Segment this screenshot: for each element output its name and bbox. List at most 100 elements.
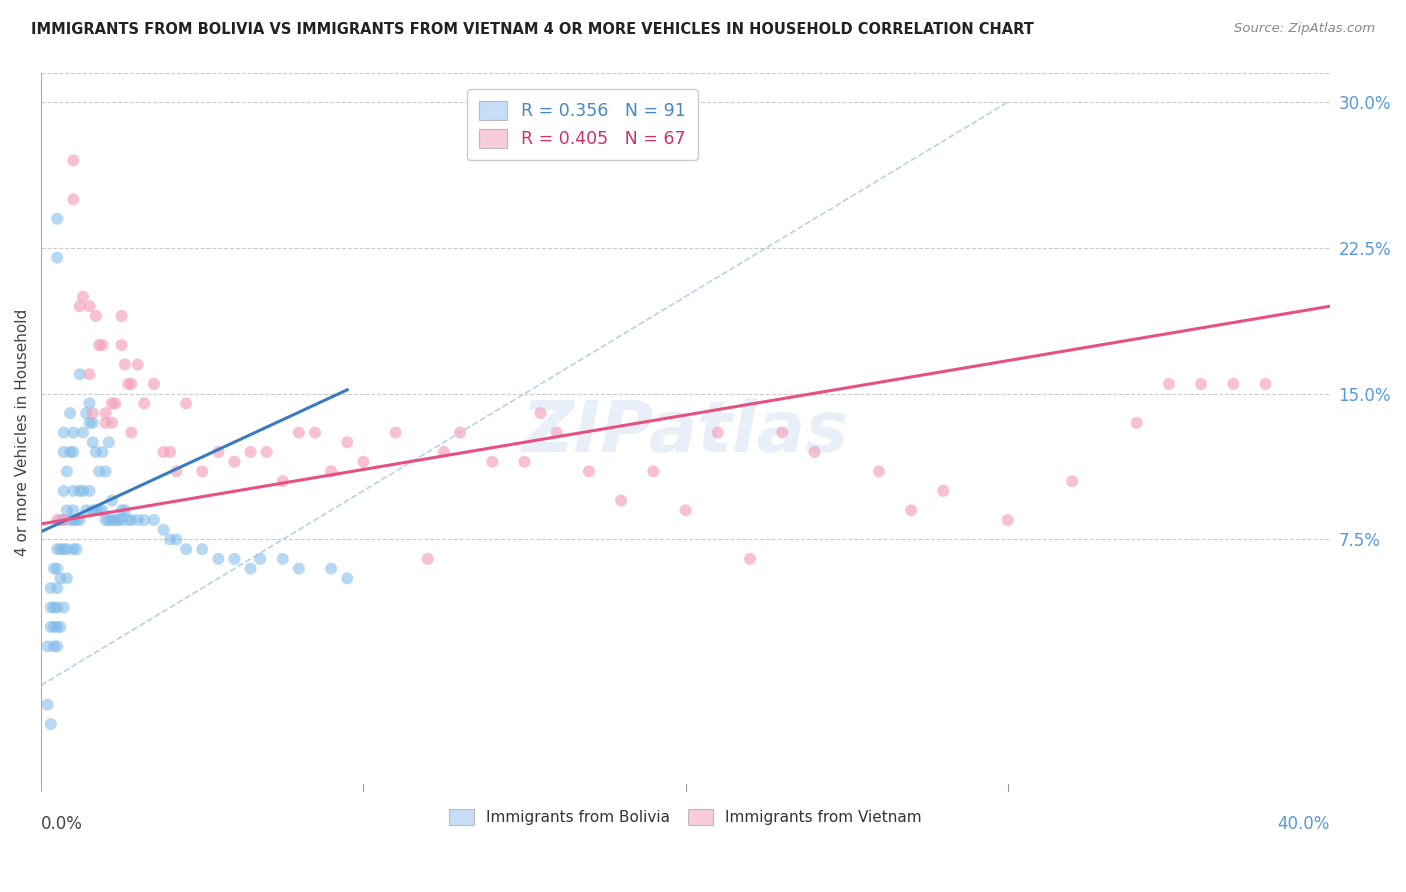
Point	[165, 465, 187, 479]
Point	[91, 338, 114, 352]
Point	[207, 445, 229, 459]
Point	[127, 358, 149, 372]
Point	[65, 513, 87, 527]
Point	[94, 406, 117, 420]
Point	[56, 503, 79, 517]
Point	[79, 416, 101, 430]
Point	[224, 552, 246, 566]
Point	[56, 465, 79, 479]
Point	[578, 465, 600, 479]
Point	[1222, 376, 1244, 391]
Point	[72, 483, 94, 498]
Point	[42, 561, 65, 575]
Point	[1062, 474, 1084, 488]
Point	[271, 474, 294, 488]
Point	[707, 425, 730, 440]
Point	[79, 368, 101, 382]
Point	[120, 376, 142, 391]
Point	[49, 571, 72, 585]
Point	[79, 396, 101, 410]
Point	[82, 503, 104, 517]
Point	[900, 503, 922, 517]
Point	[304, 425, 326, 440]
Point	[91, 445, 114, 459]
Point	[101, 396, 124, 410]
Point	[46, 620, 69, 634]
Point	[62, 192, 84, 206]
Point	[111, 309, 134, 323]
Point	[82, 406, 104, 420]
Point	[52, 513, 75, 527]
Point	[271, 552, 294, 566]
Point	[62, 483, 84, 498]
Point	[101, 493, 124, 508]
Point	[643, 465, 665, 479]
Point	[256, 445, 278, 459]
Point	[117, 376, 139, 391]
Point	[84, 445, 107, 459]
Point	[94, 416, 117, 430]
Point	[52, 542, 75, 557]
Point	[52, 483, 75, 498]
Point	[42, 620, 65, 634]
Point	[52, 445, 75, 459]
Point	[932, 483, 955, 498]
Point	[114, 503, 136, 517]
Point	[69, 299, 91, 313]
Point	[52, 425, 75, 440]
Point	[191, 465, 214, 479]
Point	[481, 455, 503, 469]
Point	[738, 552, 761, 566]
Point	[529, 406, 551, 420]
Point	[239, 445, 262, 459]
Point	[803, 445, 825, 459]
Point	[94, 465, 117, 479]
Point	[104, 396, 127, 410]
Point	[675, 503, 697, 517]
Point	[46, 581, 69, 595]
Point	[72, 425, 94, 440]
Point	[39, 717, 62, 731]
Point	[79, 299, 101, 313]
Point	[120, 425, 142, 440]
Point	[46, 542, 69, 557]
Point	[87, 465, 110, 479]
Point	[65, 542, 87, 557]
Point	[62, 503, 84, 517]
Point	[336, 571, 359, 585]
Point	[142, 513, 165, 527]
Point	[49, 620, 72, 634]
Point	[39, 581, 62, 595]
Point	[82, 435, 104, 450]
Point	[69, 483, 91, 498]
Point	[152, 523, 174, 537]
Point	[321, 465, 343, 479]
Point	[120, 513, 142, 527]
Point	[101, 416, 124, 430]
Point	[1189, 376, 1212, 391]
Point	[82, 416, 104, 430]
Point	[546, 425, 568, 440]
Point	[42, 640, 65, 654]
Point	[336, 435, 359, 450]
Point	[46, 513, 69, 527]
Point	[69, 513, 91, 527]
Point	[868, 465, 890, 479]
Point	[42, 600, 65, 615]
Point	[87, 503, 110, 517]
Y-axis label: 4 or more Vehicles in Household: 4 or more Vehicles in Household	[15, 309, 30, 557]
Point	[46, 211, 69, 226]
Point	[84, 503, 107, 517]
Point	[91, 503, 114, 517]
Point	[117, 513, 139, 527]
Point	[207, 552, 229, 566]
Point	[39, 620, 62, 634]
Point	[101, 513, 124, 527]
Point	[59, 406, 82, 420]
Point	[87, 338, 110, 352]
Point	[59, 513, 82, 527]
Text: 40.0%: 40.0%	[1278, 815, 1330, 833]
Point	[433, 445, 456, 459]
Point	[97, 435, 120, 450]
Point	[134, 513, 156, 527]
